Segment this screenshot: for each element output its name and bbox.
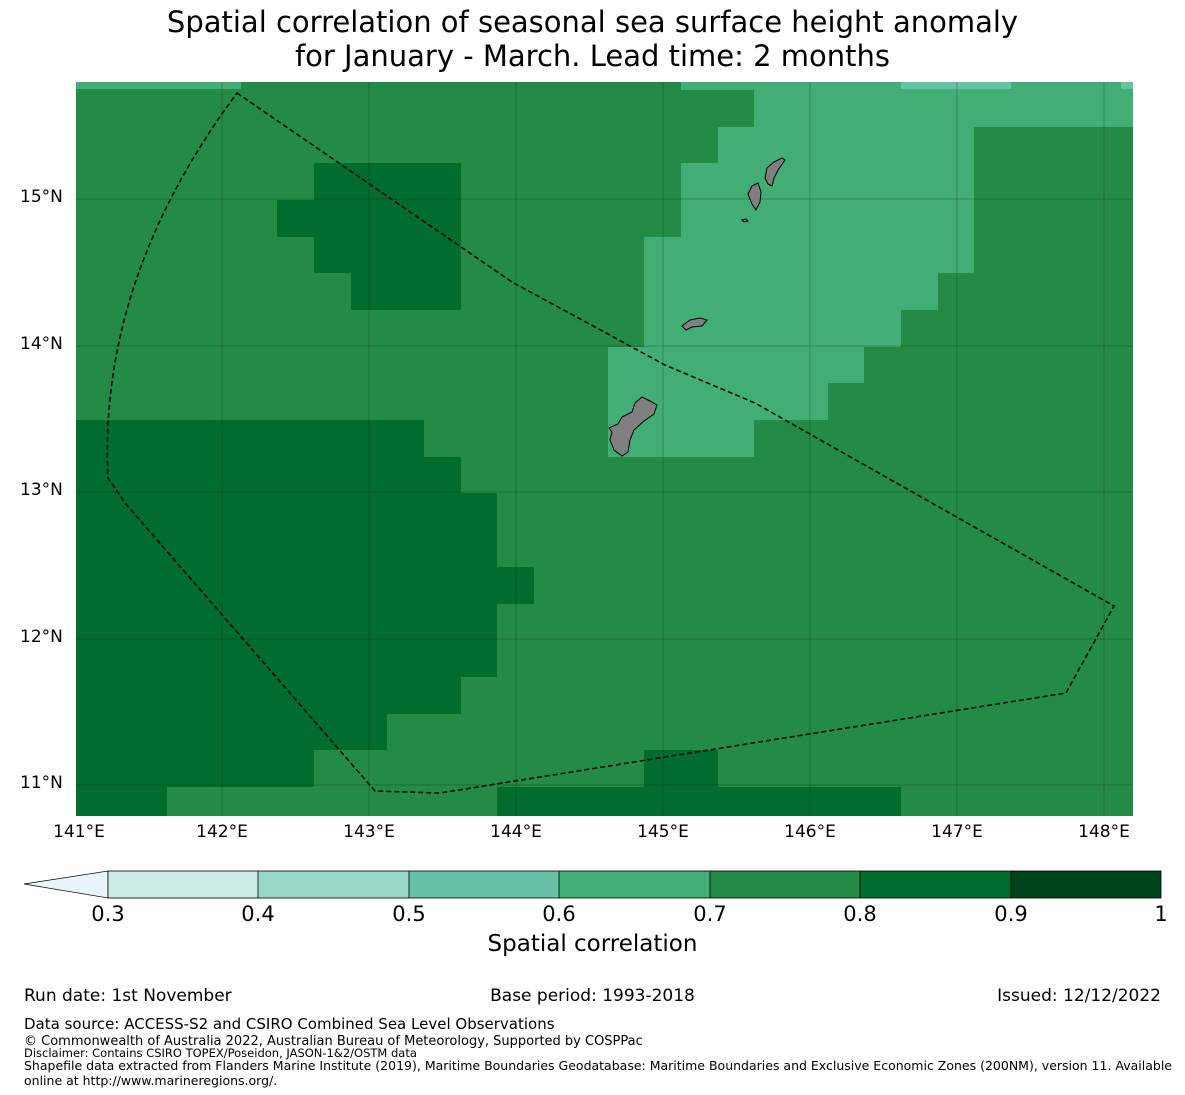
eez-boundary xyxy=(106,91,1116,794)
colorbar-bin-4 xyxy=(559,871,710,898)
colorbar-bin-2 xyxy=(258,871,409,898)
colorbar-tick-0-4: 0.4 xyxy=(241,902,275,926)
cell-n-c xyxy=(314,237,461,273)
cell-n-b xyxy=(277,200,461,237)
colorbar-tick-1: 1 xyxy=(1154,902,1168,926)
colorbar-label: Spatial correlation xyxy=(487,931,698,957)
colorbar-tick-0-5: 0.5 xyxy=(392,902,426,926)
x-tick-148e: 148°E xyxy=(1078,822,1130,842)
colorbar-outline xyxy=(107,870,1162,899)
islands xyxy=(608,157,786,457)
colorbar-tick-0-6: 0.6 xyxy=(542,902,576,926)
cell-sw-d xyxy=(76,567,534,604)
cell-sw-h xyxy=(76,750,314,787)
map-title-line-1: Spatial correlation of seasonal sea surf… xyxy=(166,5,1019,39)
copyright-notice: © Commonwealth of Australia 2022, Austra… xyxy=(24,1034,643,1049)
colorbar xyxy=(23,870,1162,899)
x-tick-144e: 144°E xyxy=(490,822,542,842)
colorbar-bin-7 xyxy=(1011,871,1161,898)
cell-ne-i xyxy=(644,310,901,347)
base-period: Base period: 1993-2018 xyxy=(490,986,695,1006)
cell-sw-f xyxy=(76,677,461,714)
colorbar-tick-0-9: 0.9 xyxy=(994,902,1028,926)
cell-ne-c xyxy=(1011,82,1121,89)
x-tick-147e: 147°E xyxy=(931,822,983,842)
y-tick-12n: 12°N xyxy=(20,627,63,647)
cell-s-a xyxy=(497,787,901,816)
x-tick-143e: 143°E xyxy=(343,822,395,842)
x-tick-142e: 142°E xyxy=(196,822,248,842)
island-rota xyxy=(681,317,708,331)
x-tick-145e: 145°E xyxy=(637,822,689,842)
colorbar-tick-0-8: 0.8 xyxy=(843,902,877,926)
y-tick-13n: 13°N xyxy=(20,480,63,500)
cell-top-right-strip xyxy=(901,82,1011,89)
colorbar-bin-3 xyxy=(409,871,559,898)
gridlines xyxy=(76,82,1133,816)
colorbar-tick-0-3: 0.3 xyxy=(91,902,125,926)
cell-ne-h xyxy=(644,273,938,310)
cell-ne-g xyxy=(644,237,974,273)
cell-n-d xyxy=(351,273,461,310)
cell-sw-b xyxy=(76,457,461,493)
cell-sw-c xyxy=(76,493,497,567)
cell-top-corner-strip xyxy=(1121,82,1133,89)
cell-s-b xyxy=(644,750,718,787)
colorbar-bin-5 xyxy=(710,871,860,898)
data-source: Data source: ACCESS-S2 and CSIRO Combine… xyxy=(24,1015,555,1033)
cell-sw-i xyxy=(76,787,167,816)
colorbar-bin-1 xyxy=(108,871,258,898)
cell-sw-g xyxy=(76,714,387,750)
cell-sw-a xyxy=(76,420,424,457)
cell-ne-e xyxy=(718,127,974,163)
island-tinian xyxy=(747,182,762,211)
cell-n-a xyxy=(314,163,461,200)
shapefile-credit: Shapefile data extracted from Flanders M… xyxy=(24,1058,1172,1088)
x-tick-141e: 141°E xyxy=(53,822,105,842)
cell-ne-f xyxy=(681,163,974,237)
cell-ne-d xyxy=(681,82,754,90)
y-tick-11n: 11°N xyxy=(20,773,63,793)
correlation-grid xyxy=(76,82,1133,816)
colorbar-bin-6 xyxy=(860,871,1011,898)
colorbar-tick-0-7: 0.7 xyxy=(693,902,727,926)
island-saipan xyxy=(764,157,786,187)
island-guam xyxy=(608,396,658,457)
run-date: Run date: 1st November xyxy=(24,986,232,1006)
y-tick-14n: 14°N xyxy=(20,334,63,354)
x-tick-146e: 146°E xyxy=(784,822,836,842)
disclaimer: Disclaimer: Contains CSIRO TOPEX/Poseido… xyxy=(24,1046,417,1060)
cell-ne-j xyxy=(608,347,864,383)
cell-sw-e xyxy=(76,604,497,677)
island-aguijan xyxy=(741,218,749,223)
cell-ne-b xyxy=(901,89,1133,127)
map-title-line-2: for January - March. Lead time: 2 months xyxy=(294,39,891,73)
cell-top-left-strip xyxy=(76,82,241,89)
cell-ne-a xyxy=(754,82,901,127)
colorbar-under-arrow xyxy=(23,870,109,899)
y-tick-15n: 15°N xyxy=(20,187,63,207)
issued-date: Issued: 12/12/2022 xyxy=(997,986,1161,1006)
